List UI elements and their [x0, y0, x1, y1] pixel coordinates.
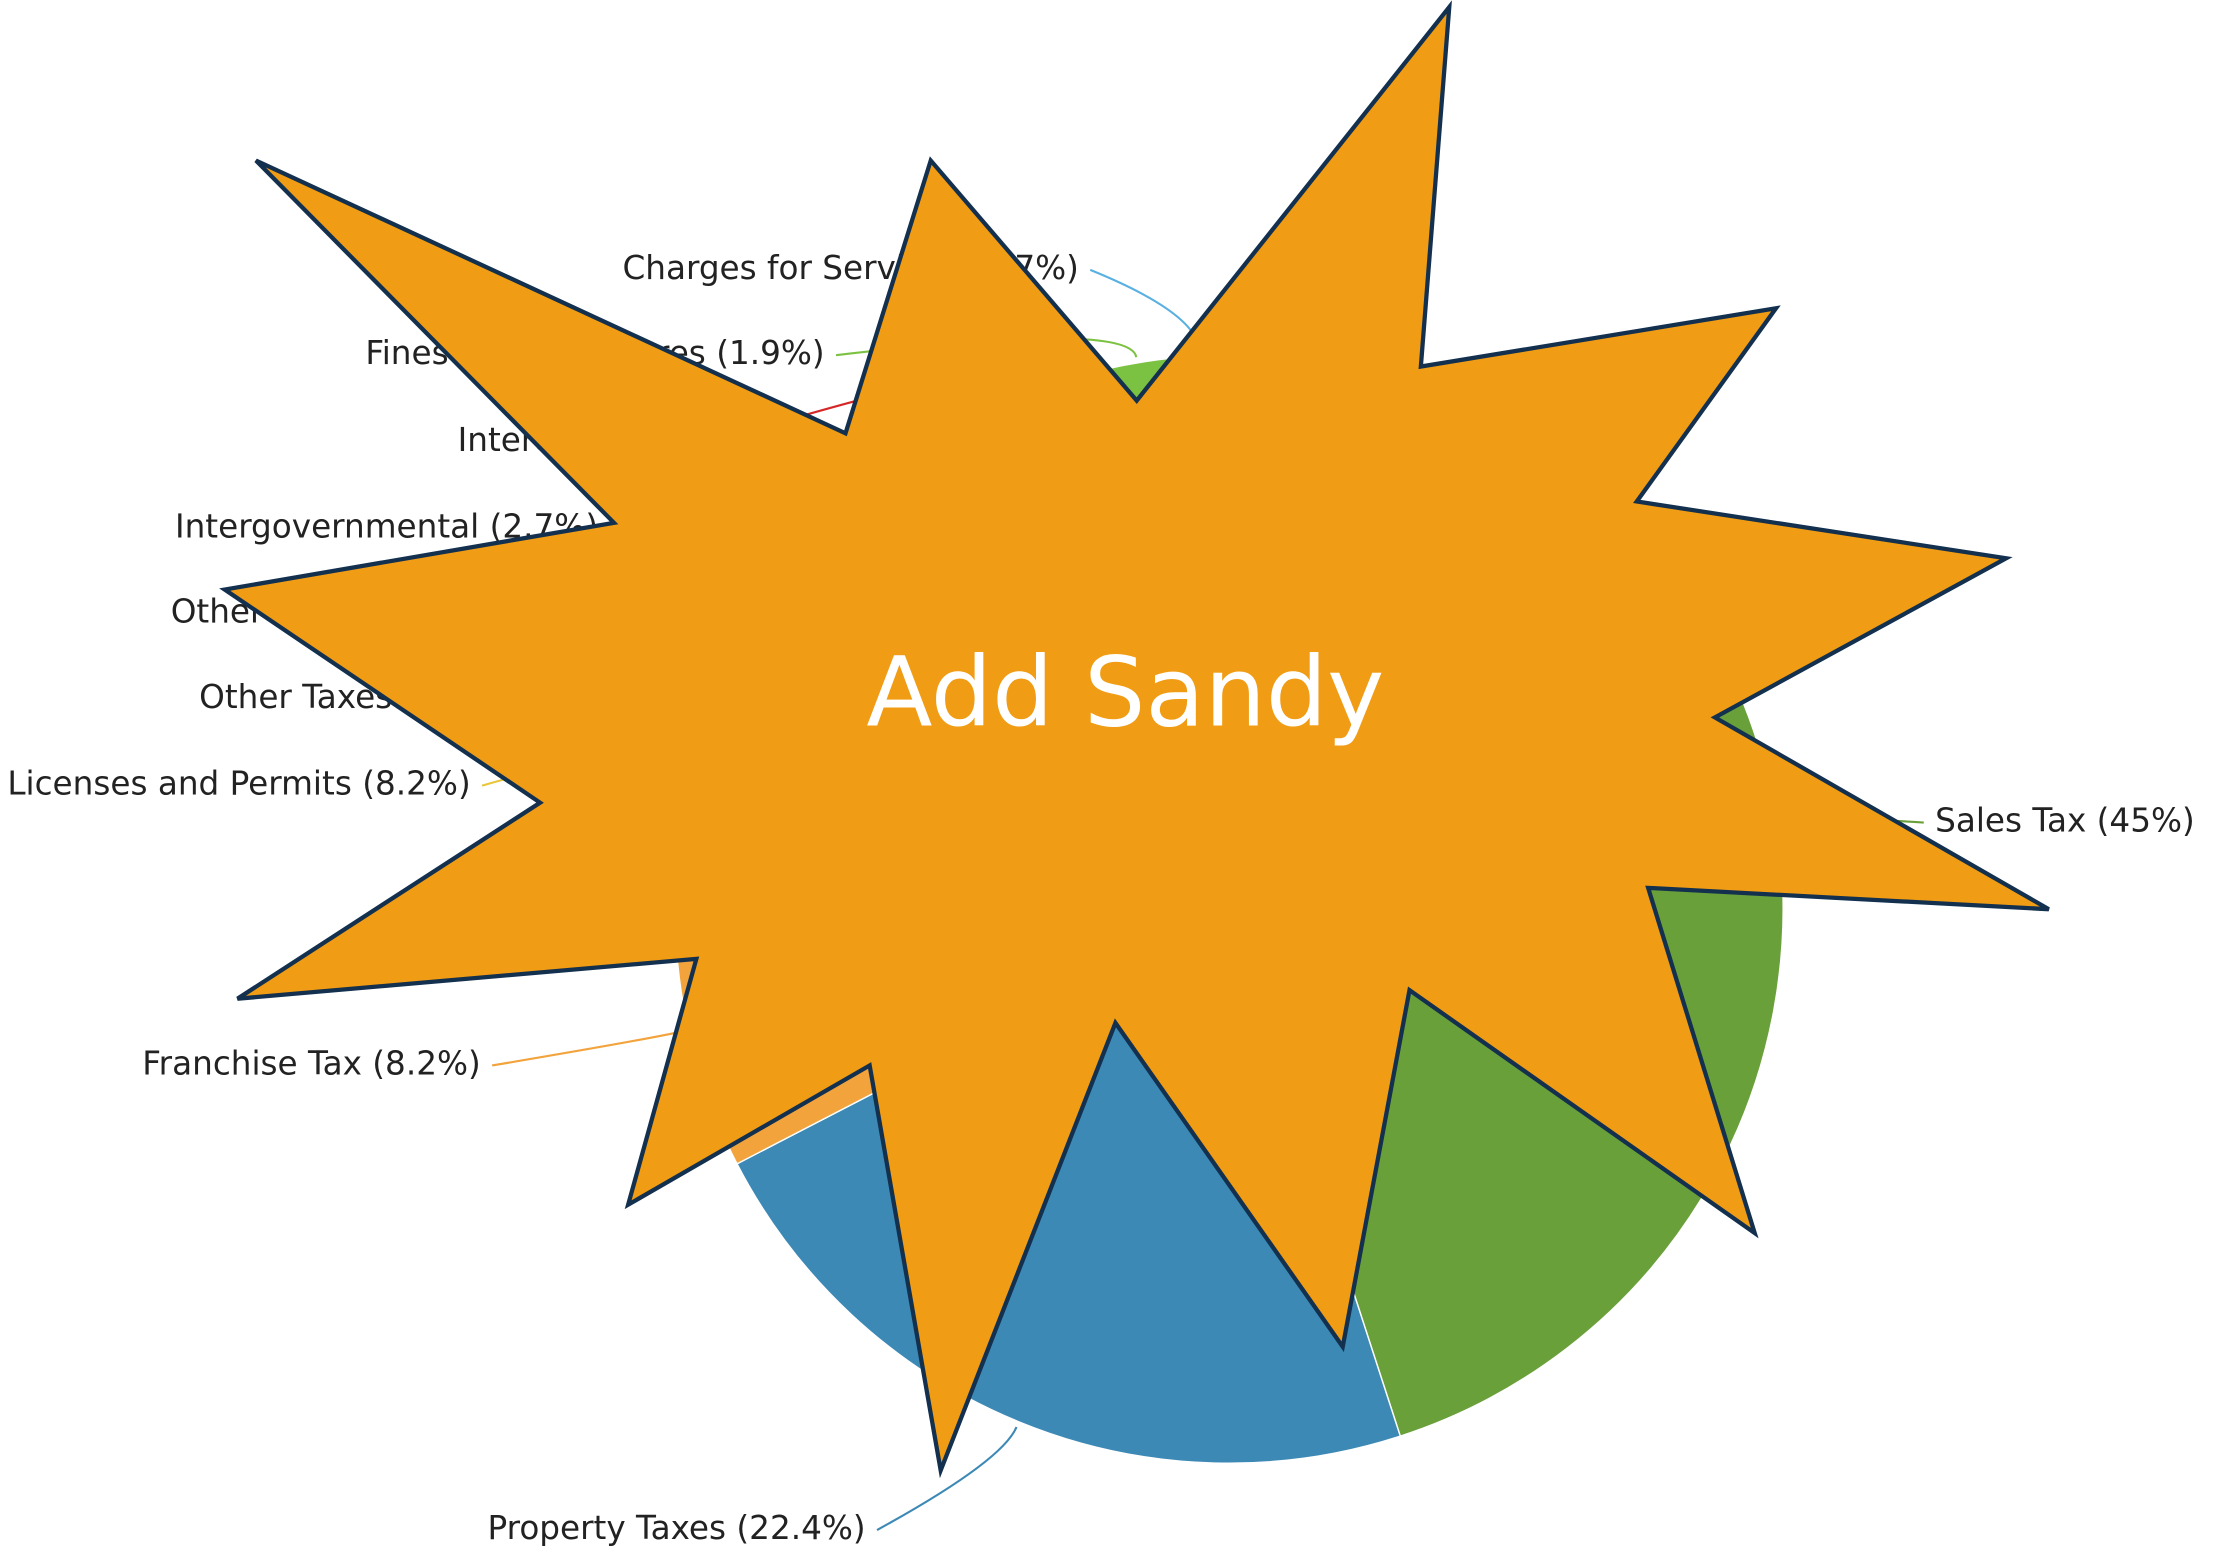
category-label: Franchise Tax: [142, 1044, 362, 1082]
value-label: (8.2%): [362, 765, 470, 803]
callout-text: Add Sandy: [866, 635, 1384, 748]
slice-label: Property Taxes (22.4%): [488, 1509, 866, 1547]
leader-line: [876, 1426, 1018, 1531]
category-label: Intergovernmental: [175, 507, 479, 545]
category-label: Sales Tax: [1935, 802, 2086, 840]
value-label: (45%): [2097, 802, 2195, 840]
value-label: (1.9%): [716, 334, 824, 372]
slice-label: Licenses and Permits (8.2%): [7, 765, 470, 803]
slice-label: Franchise Tax (8.2%): [142, 1044, 480, 1082]
value-label: (22.4%): [736, 1509, 865, 1547]
slice-label: Intergovernmental (2.7%): [175, 507, 598, 545]
leader-line: [491, 1030, 684, 1067]
category-label: Licenses and Permits: [7, 765, 352, 803]
starburst: [219, 0, 2050, 1479]
category-label: Other Taxes: [199, 678, 392, 716]
slice-label: Sales Tax (45%): [1935, 802, 2195, 840]
value-label: (8.2%): [372, 1044, 480, 1082]
leader-line: [1089, 268, 1201, 351]
category-label: Property Taxes: [488, 1509, 727, 1547]
